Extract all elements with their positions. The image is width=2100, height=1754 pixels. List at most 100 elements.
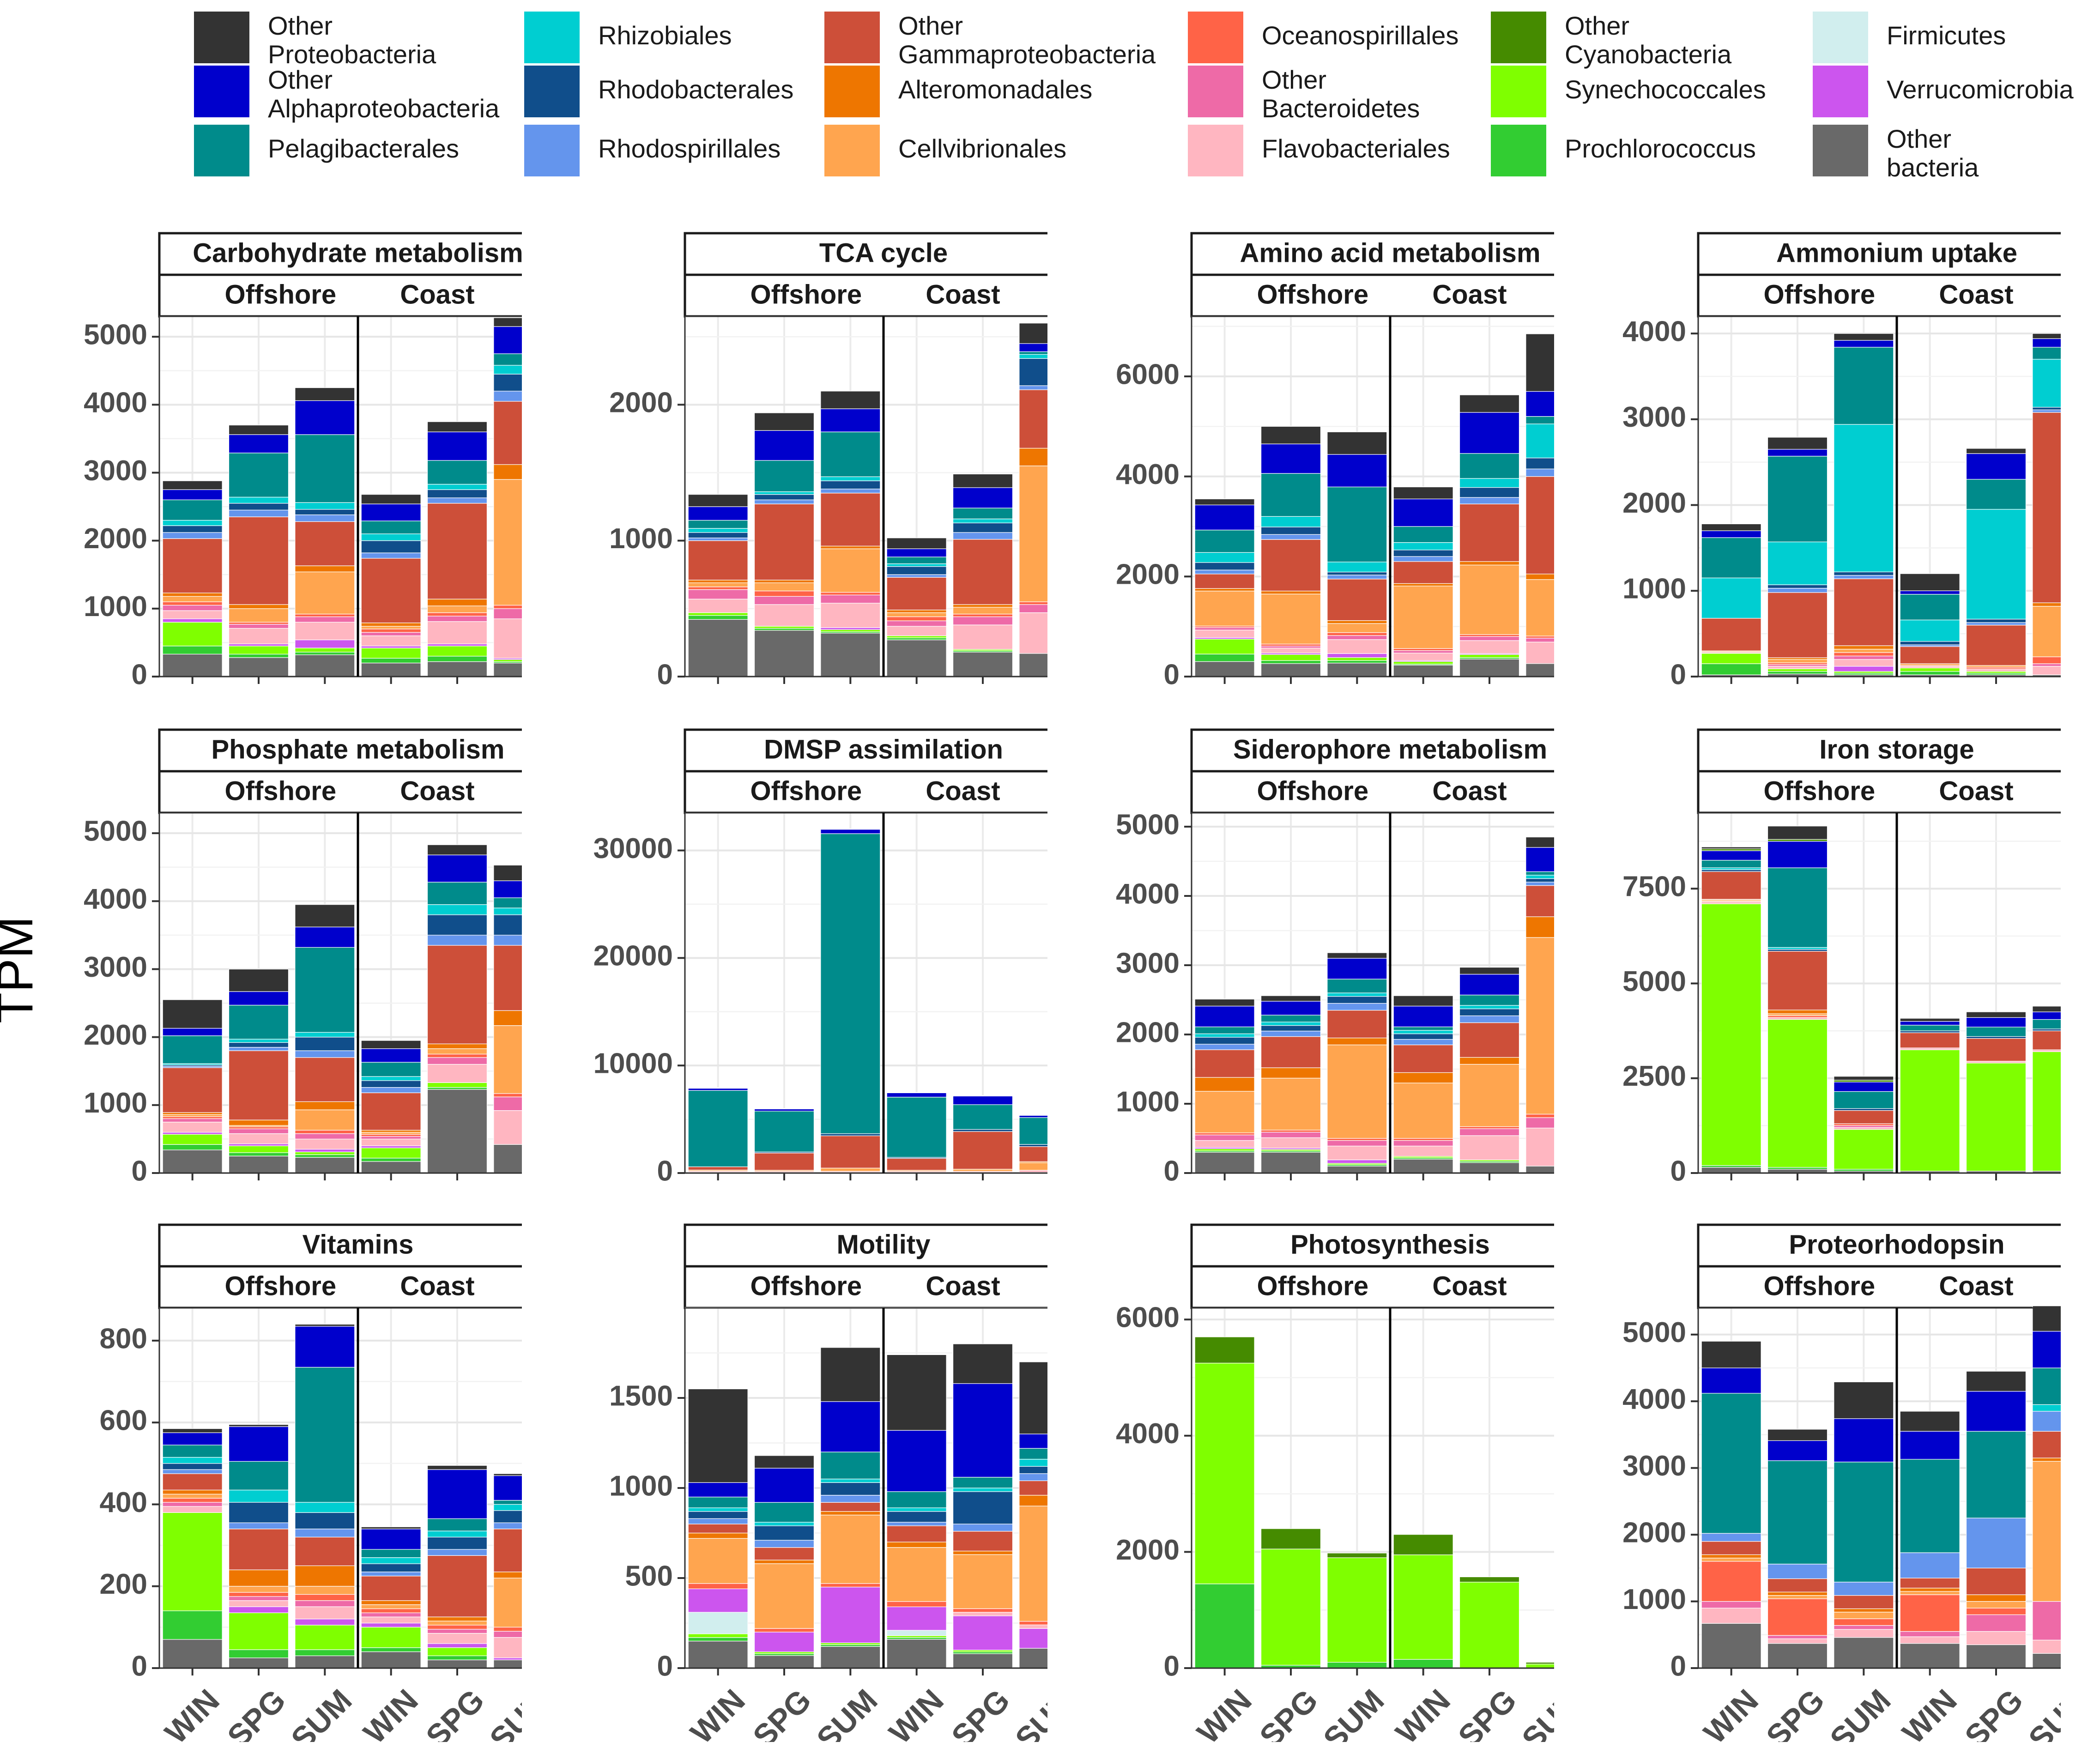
bar-segment-cellvibrionales [886,1547,947,1602]
y-tick-label: 0 [1670,659,1686,690]
bar-segment-other-proteobacteria [1834,333,1894,341]
bar-segment-other-alphaproteobacteria [493,880,522,898]
bar-segment-pelagibacterales [820,431,881,477]
bar-segment-verrucomicrobia [886,1606,947,1631]
legend-swatch-rhizobiales [524,12,580,63]
bar-segment-cellvibrionales [493,1578,522,1627]
bar-segment-flavobacteriales [1019,1170,1047,1173]
bar-segment-synechococcales [1834,1129,1894,1170]
bar-segment-other-bacteria [1966,1644,2027,1669]
bar-segment-other-alphaproteobacteria [1019,1433,1047,1449]
bar-segment-alteromonadales [1393,1072,1453,1083]
x-tick-label: WIN [883,1682,950,1742]
bar-segment-pelagibacterales [1767,1460,1828,1565]
bar-segment-other-gammaproteobacteria [1459,1022,1520,1058]
bar-segment-cellvibrionales [1260,593,1321,645]
panel-title: DMSP assimilation [764,734,1003,764]
bar-segment-oceanospirillales [228,622,289,625]
bar-segment-rhizobiales [1194,1033,1255,1038]
panel-title-strip [1697,1223,2061,1268]
bar-segment-other-proteobacteria [1834,1076,1894,1081]
group-strip [1697,273,2061,318]
bar-segment-flavobacteriales [1525,641,1554,664]
bar-segment-cellvibrionales [1834,648,1894,653]
bar-segment-pelagibacterales [1767,456,1828,543]
y-tick-label: 2000 [84,1019,147,1051]
bar-segment-other-alphaproteobacteria [228,434,289,454]
bar-segment-other-alphaproteobacteria [952,1383,1013,1478]
bar-segment-other-bacteria [1327,1166,1387,1173]
bar-segment-rhizobiales [162,520,223,526]
bar-segment-oceanospirillales [1327,632,1387,636]
x-tick-label: WIN [684,1682,752,1742]
bar-segment-other-bacteroidetes [493,1096,522,1111]
x-tick-label: SPG [1452,1682,1523,1742]
bar-segment-rhodospirillales [295,514,355,522]
bar-segment-alteromonadales [1525,916,1554,938]
bar-segment-other-gammaproteobacteria [162,1473,223,1491]
y-tick-label: 1000 [609,523,673,555]
bar-segment-rhodobacterales [886,1511,947,1523]
panel-title: Photosynthesis [1290,1229,1490,1259]
bar-segment-other-bacteroidetes [1834,1125,1894,1128]
y-tick-label: 4000 [1116,459,1180,490]
bar-segment-other-gammaproteobacteria [1525,476,1554,575]
bar-segment-other-bacteroidetes [1834,655,1894,660]
y-tick-label: 5000 [1116,809,1180,841]
bar-segment-other-bacteria [1260,1152,1321,1173]
bar-segment-other-proteobacteria [493,317,522,327]
bar-segment-rhodospirillales [1260,534,1321,540]
bar-segment-flavobacteriales [162,1122,223,1133]
bar-segment-other-bacteria [1701,1623,1761,1669]
bar-segment-rhodospirillales [228,1047,289,1051]
bar-segment-cellvibrionales [162,1114,223,1117]
panel-proteorhodopsin: Proteorhodopsin Offshore Coast 0 1000 2000 300… [1622,1223,2061,1742]
x-tick-label: SPG [746,1682,818,1742]
y-tick-label: 200 [100,1568,147,1600]
bar-segment-other-alphaproteobacteria [162,489,223,500]
bar-segment-rhodobacterales [1701,869,1761,872]
bar-segment-other-proteobacteria [361,1526,421,1530]
bar-segment-rhodospirillales [1260,1030,1321,1037]
bar-segment-flavobacteriales [228,628,289,644]
bar-segment-other-bacteroidetes [162,1118,223,1123]
bar-segment-oceanospirillales [1327,1138,1387,1141]
bar-segment-rhodospirillales [1019,1473,1047,1481]
bar-segment-oceanospirillales [427,1053,488,1058]
bar-segment-cellvibrionales [1194,591,1255,627]
bar-segment-prochlorococcus [1701,1165,1761,1168]
legend-label-flavobacteriales: Flavobacteriales [1262,134,1450,163]
bar-segment-other-bacteroidetes [427,616,488,622]
bar-segment-oceanospirillales [361,1608,421,1613]
bar-segment-rhizobiales [1834,424,1894,573]
panel-iron-storage: Iron storage Offshore Coast 0 2500 5000 7500 [1622,728,2061,1187]
bar-segment-other-bacteria [2032,1171,2061,1173]
bar-segment-other-alphaproteobacteria [952,1095,1013,1105]
bar-segment-other-gammaproteobacteria [688,540,748,581]
bar-segment-pelagibacterales [1019,351,1047,355]
bar-segment-rhizobiales [228,496,289,504]
bar-segment-other-proteobacteria [688,494,748,507]
bar-segment-rhodospirillales [427,497,488,504]
bar-segment-alteromonadales [228,604,289,609]
bar-segment-rhodospirillales [1327,575,1387,580]
bar-segment-flavobacteriales [952,1612,1013,1616]
bar-segment-other-proteobacteria [1019,323,1047,344]
bar-segment-rhodobacterales [688,532,748,538]
bar-segment-flavobacteriales [361,1616,421,1624]
bar-segment-oceanospirillales [427,1625,488,1630]
y-tick-label: 0 [657,1155,673,1187]
bar-segment-rhizobiales [493,365,522,375]
bar-segment-other-bacteroidetes [1459,636,1520,641]
bar-segment-alteromonadales [1019,448,1047,466]
legend-swatch-firmicutes [1813,12,1868,63]
bar-segment-other-bacteroidetes [162,605,223,611]
bar-segment-other-proteobacteria [1019,1361,1047,1434]
bar-segment-rhodobacterales [1834,571,1894,576]
legend-label-other-proteobacteria: Other Proteobacteria [268,11,436,69]
bar-segment-pelagibacterales [952,1476,1013,1488]
bar-segment-verrucomicrobia [361,1145,421,1149]
bar-segment-synechococcales [1194,639,1255,654]
bar-segment-pelagibacterales [427,1518,488,1531]
bar-segment-pelagibacterales [2032,1367,2061,1405]
